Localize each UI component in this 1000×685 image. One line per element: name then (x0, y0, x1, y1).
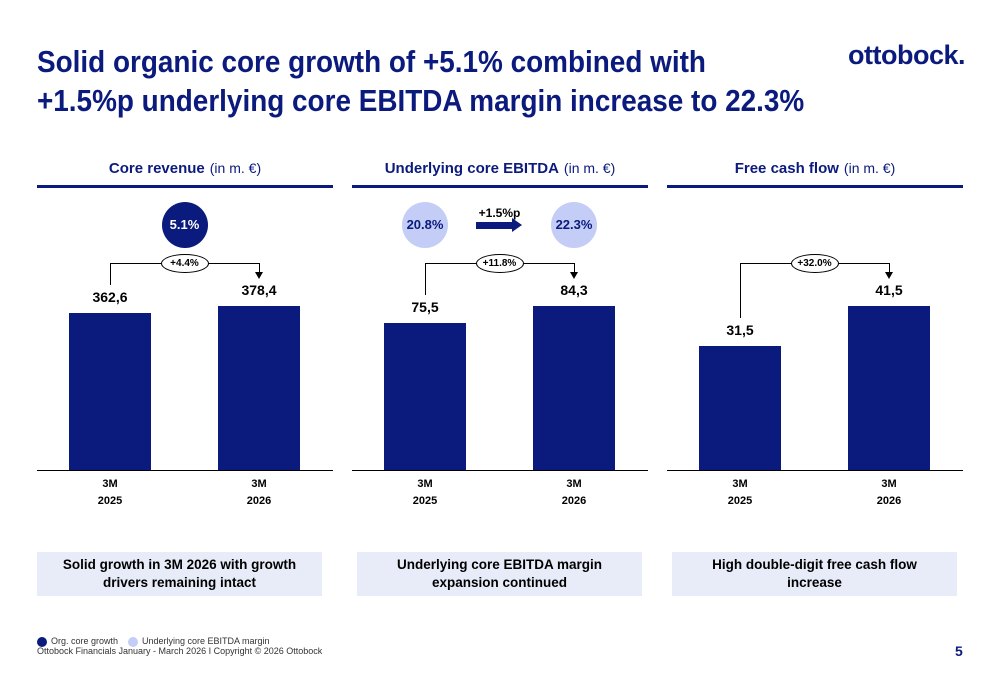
bar (384, 323, 466, 470)
caption: Underlying core EBITDA margin expansion … (396, 557, 603, 590)
bar (218, 306, 300, 470)
change-label: +1.5%p (478, 206, 521, 220)
header-rule (352, 185, 648, 188)
baseline (352, 470, 648, 471)
kpi-circle: 5.1% (161, 202, 208, 248)
legend-marker (128, 637, 138, 647)
x-tick-label: 3M 2025 (97, 478, 123, 507)
baseline (37, 470, 333, 471)
kpi-circle: 20.8% (402, 202, 448, 248)
header-rule (37, 185, 333, 188)
value-label: 84,3 (560, 282, 588, 298)
bracket-line (889, 263, 890, 272)
value-label: 75,5 (411, 299, 439, 316)
chart-title: Core revenue (108, 160, 205, 177)
bar (848, 306, 930, 470)
chart-header: Underlying core EBITDA (in m. €) (352, 160, 648, 177)
page-number: 5 (955, 643, 963, 659)
caption: High double-digit free cash flow increas… (712, 557, 917, 590)
footer: Ottobock Financials January - March 2026… (37, 646, 323, 656)
value-label: 41,5 (875, 282, 903, 298)
bar (69, 312, 151, 470)
arrow-head (255, 272, 263, 279)
bracket-line (740, 263, 741, 318)
chart-title: Underlying core EBITDA (384, 160, 559, 177)
legend-label: Org. core growth (51, 636, 119, 646)
legend-label: Underlying core EBITDA margin (142, 636, 270, 646)
bracket-line (425, 263, 426, 296)
logo: ottobock. (848, 40, 966, 70)
change-arrow (475, 222, 512, 229)
caption-box: High double-digit free cash flow increas… (672, 552, 957, 596)
bracket-line (110, 263, 111, 285)
change-arrow-head (511, 218, 522, 232)
bracket-line (574, 263, 575, 272)
caption-box: Solid growth in 3M 2026 with growth driv… (37, 552, 322, 596)
x-tick-label: 3M 2026 (561, 478, 587, 507)
header-rule (667, 185, 963, 188)
bracket-line (259, 263, 260, 272)
x-tick-label: 3M 2025 (412, 478, 438, 507)
chart-header: Free cash flow (in m. €) (667, 160, 963, 177)
caption: Solid growth in 3M 2026 with growth driv… (62, 557, 297, 590)
kpi-circle: 22.3% (551, 202, 597, 248)
slide-title: +1.5%p underlying core EBITDA margin inc… (37, 83, 805, 118)
value-label: 362,6 (92, 288, 128, 305)
x-tick-label: 3M 2026 (246, 478, 272, 507)
value-label: 378,4 (241, 282, 277, 298)
growth-label: +4.4% (160, 254, 209, 273)
chart-title: Free cash flow (734, 160, 839, 177)
chart-header: Core revenue (in m. €) (37, 160, 333, 177)
chart-unit: (in m. €) (843, 160, 896, 176)
growth-label: +11.8% (475, 254, 524, 273)
value-label: 31,5 (726, 321, 754, 338)
bar (699, 345, 781, 470)
arrow-head (570, 272, 578, 279)
chart-unit: (in m. €) (209, 160, 262, 176)
x-tick-label: 3M 2026 (876, 478, 902, 507)
bar (533, 306, 615, 470)
legend-marker (37, 637, 47, 647)
caption-box: Underlying core EBITDA margin expansion … (357, 552, 642, 596)
chart-unit: (in m. €) (563, 160, 616, 176)
slide-title: Solid organic core growth of +5.1% combi… (37, 44, 706, 79)
baseline (667, 470, 963, 471)
x-tick-label: 3M 2025 (727, 478, 753, 507)
growth-label: +32.0% (790, 254, 839, 273)
arrow-head (885, 272, 893, 279)
